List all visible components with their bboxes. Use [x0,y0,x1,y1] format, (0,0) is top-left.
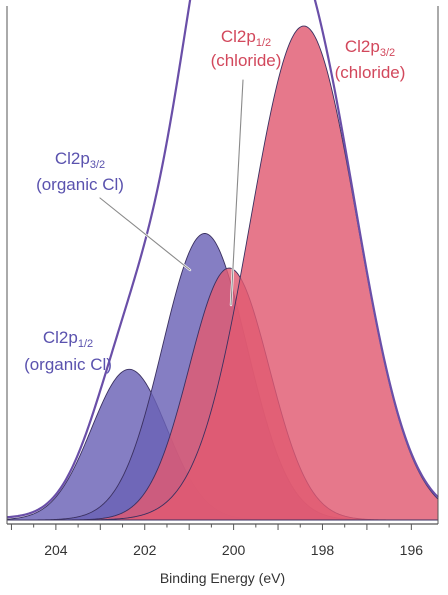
annotation-2: Cl2p1/2 (chloride) [211,27,282,70]
plot-frame [6,6,439,525]
annotation-label-line1: Cl2p1/2 [43,328,93,350]
annotation-label-line2: (chloride) [211,51,282,70]
annotation-label-sub: 1/2 [256,37,271,49]
annotation-leaders [98,78,245,307]
x-tick-label: 198 [311,542,335,558]
envelope-line [6,0,439,519]
envelope-curve [6,0,439,519]
peak-annotations: Cl2p3/2(organic Cl)Cl2p1/2(chloride)Cl2p… [24,27,405,374]
peak-components [6,25,439,521]
x-tick-label: 200 [222,542,246,558]
leader-line-2 [230,79,244,306]
annotation-label-sub: 1/2 [78,338,93,350]
annotation-label-line2: (chloride) [335,63,406,82]
annotation-label-main: Cl2p [345,37,380,56]
annotation-label-line2: (organic Cl) [36,175,124,194]
annotation-label-line2: (organic Cl) [24,355,112,374]
annotation-label-sub: 3/2 [90,159,105,171]
x-axis-title-group: Binding Energy (eV) [160,570,285,586]
x-tick-label: 202 [133,542,157,558]
annotation-label-main: Cl2p [221,27,256,46]
x-tick-label: 196 [400,542,424,558]
leader-line-1 [99,197,191,271]
x-tick-label: 204 [44,542,68,558]
annotation-1: Cl2p3/2 (organic Cl) [36,149,124,194]
annotation-label-line1: Cl2p3/2 [55,149,105,171]
annotation-4: Cl2p1/2 (organic Cl) [24,328,112,374]
annotation-label-sub: 3/2 [380,47,395,59]
annotation-3: Cl2p3/2 (chloride) [335,37,406,82]
annotation-label-line1: Cl2p3/2 [345,37,395,59]
x-axis-title: Binding Energy (eV) [160,570,285,586]
annotation-label-main: Cl2p [55,149,90,168]
annotation-label-main: Cl2p [43,328,78,347]
annotation-label-line1: Cl2p1/2 [221,27,271,49]
x-axis-ticks: 204 202 200 198 196 [10,524,424,558]
